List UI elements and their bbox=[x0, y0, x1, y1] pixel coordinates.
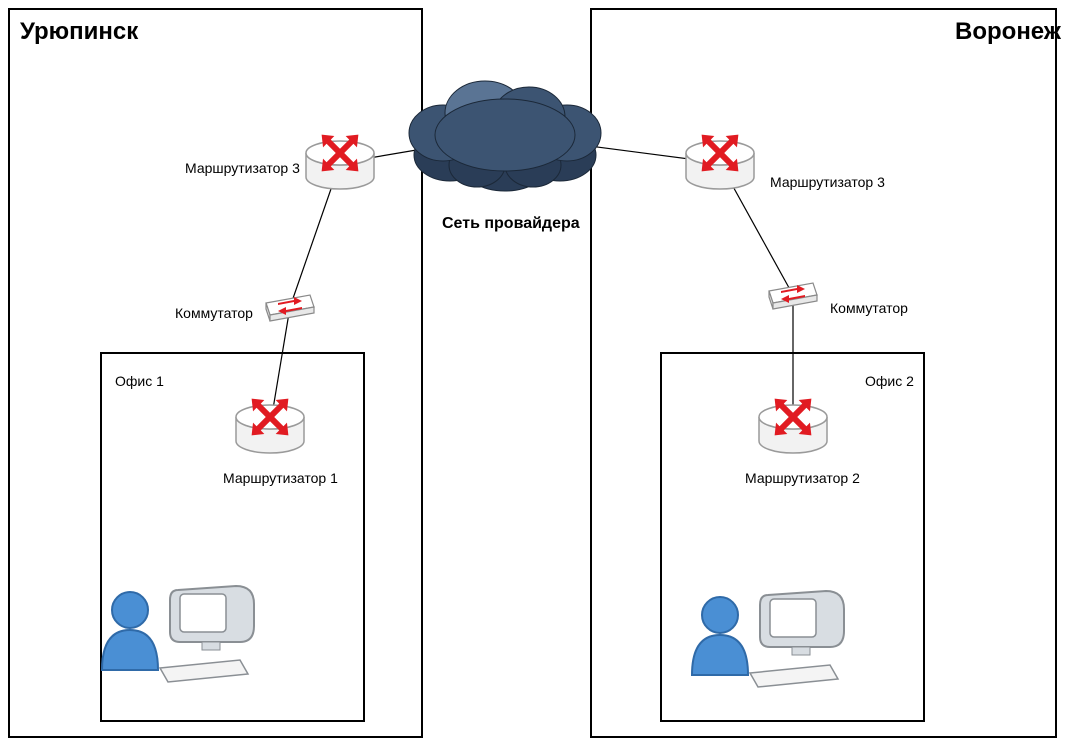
site-title-left: Урюпинск bbox=[20, 18, 138, 46]
left-switch-icon bbox=[262, 288, 318, 326]
right-router2-label: Маршрутизатор 2 bbox=[745, 470, 860, 486]
left-router1-icon bbox=[230, 395, 310, 459]
left-router3-label: Маршрутизатор 3 bbox=[185, 160, 300, 176]
left-workstation-icon bbox=[95, 555, 265, 685]
right-router3-icon bbox=[680, 131, 760, 195]
left-switch-label: Коммутатор bbox=[175, 305, 253, 321]
cloud-label: Сеть провайдера bbox=[442, 215, 580, 233]
site-title-right: Воронеж bbox=[955, 18, 1061, 46]
right-workstation-icon bbox=[685, 560, 855, 690]
office-label-left: Офис 1 bbox=[115, 373, 164, 389]
left-router1-label: Маршрутизатор 1 bbox=[223, 470, 338, 486]
cloud-icon bbox=[405, 75, 605, 195]
right-switch-label: Коммутатор bbox=[830, 300, 908, 316]
left-router3-icon bbox=[300, 131, 380, 195]
office-label-right: Офис 2 bbox=[865, 373, 914, 389]
right-router3-label: Маршрутизатор 3 bbox=[770, 174, 885, 190]
right-switch-icon bbox=[765, 276, 821, 314]
right-router2-icon bbox=[753, 395, 833, 459]
